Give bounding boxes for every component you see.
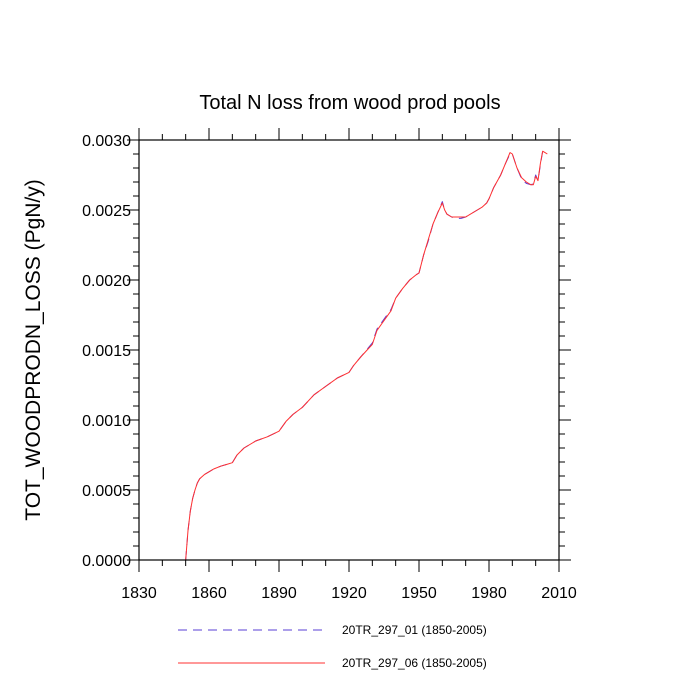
series-lines <box>185 150 548 561</box>
x-tick-label: 1980 <box>471 585 507 602</box>
x-tick-label: 2010 <box>541 585 577 602</box>
x-tick-label: 1920 <box>331 585 367 602</box>
y-tick-label: 0.0010 <box>82 413 131 430</box>
y-tick-label: 0.0015 <box>82 343 131 360</box>
y-tick-label: 0.0025 <box>82 203 131 220</box>
chart-title: Total N loss from wood prod pools <box>199 92 500 114</box>
x-tick-label: 1860 <box>191 585 227 602</box>
x-tick-label: 1890 <box>261 585 297 602</box>
y-tick-label: 0.0005 <box>82 483 131 500</box>
plot-frame <box>138 139 560 561</box>
legend: 20TR_297_01 (1850-2005) 20TR_297_06 (1850… <box>178 623 487 670</box>
y-axis-label: TOT_WOODPRODN_LOSS (PgN/y) <box>22 179 45 521</box>
y-tick-label: 0.0030 <box>82 133 131 150</box>
series-line-2 <box>185 150 548 561</box>
series-line-1 <box>185 150 548 561</box>
x-tick-label: 1950 <box>401 585 437 602</box>
legend-label-1: 20TR_297_01 (1850-2005) <box>342 623 487 637</box>
axis-ticks: 1830 1860 1890 1920 1950 1980 2010 0.0000 0.0005… <box>82 128 577 602</box>
x-tick-label: 1830 <box>121 585 157 602</box>
y-tick-label: 0.0020 <box>82 273 131 290</box>
legend-label-2: 20TR_297_06 (1850-2005) <box>342 656 487 670</box>
y-tick-label: 0.0000 <box>82 553 131 570</box>
